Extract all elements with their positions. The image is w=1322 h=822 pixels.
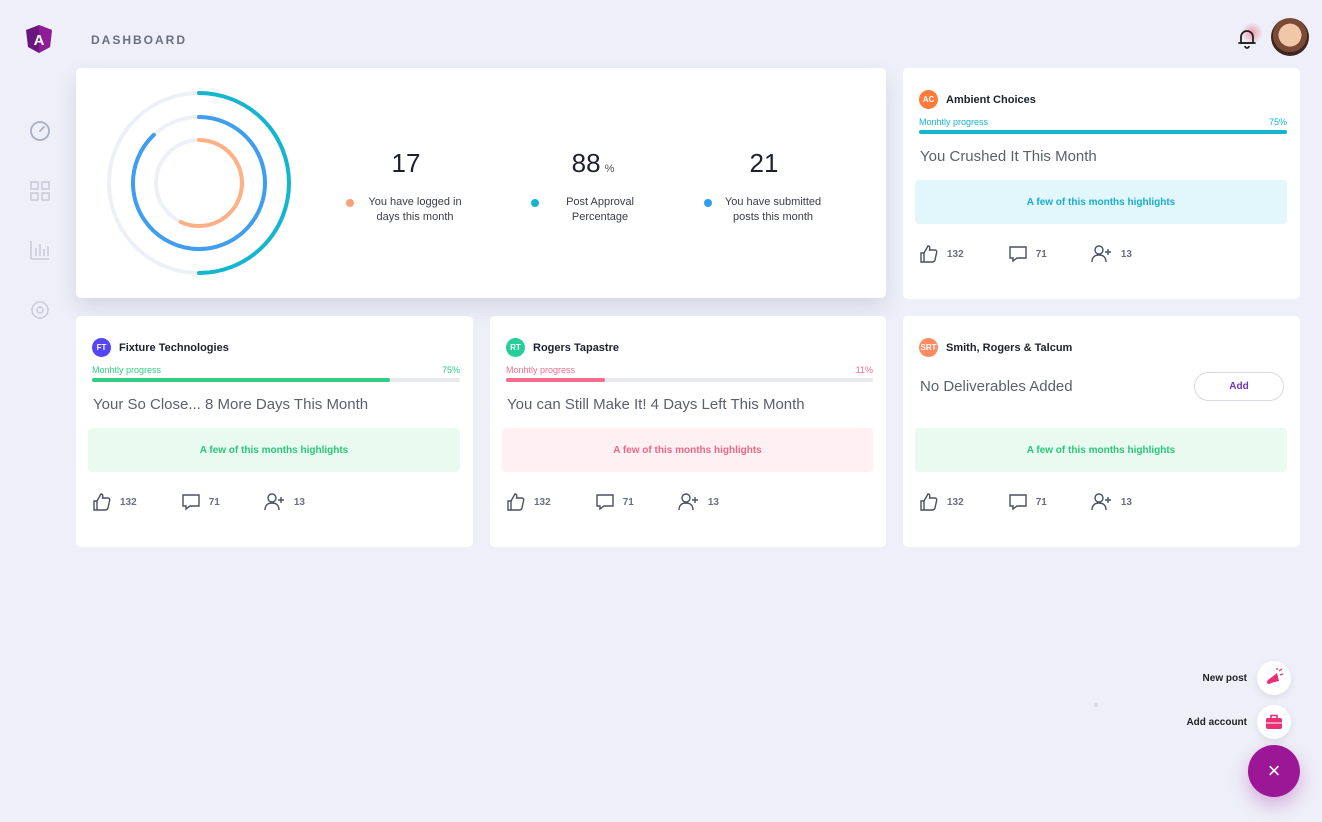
comments-metric[interactable]: 71: [1008, 244, 1047, 264]
add-deliverable-button[interactable]: Add: [1194, 372, 1284, 401]
legend-dot-icon: [531, 199, 539, 207]
stat-value: 17: [391, 148, 421, 178]
thumbs-up-icon: [507, 493, 525, 511]
legend-dot-icon: [704, 199, 712, 207]
thumbs-up-icon: [920, 245, 938, 263]
add-user-icon: [678, 493, 698, 511]
decorative-dot: [1094, 703, 1098, 707]
summary-card: 17 You have logged in days this month 88…: [76, 68, 886, 298]
speedometer-icon[interactable]: [28, 119, 52, 143]
svg-text:A: A: [34, 32, 45, 49]
angular-logo-icon[interactable]: A: [24, 24, 54, 54]
comments-metric[interactable]: 71: [595, 492, 634, 512]
stat-label: You have submitted posts this month: [724, 196, 822, 223]
likes-metric[interactable]: 132: [506, 492, 551, 512]
client-name[interactable]: Smith, Rogers & Talcum: [946, 341, 1073, 354]
thumbs-up-icon: [93, 493, 111, 511]
add-account-button[interactable]: [1257, 705, 1291, 739]
close-menu-button[interactable]: ×: [1248, 745, 1300, 797]
client-name[interactable]: Rogers Tapastre: [533, 341, 619, 354]
new-post-button[interactable]: [1257, 661, 1291, 695]
client-card-fixture-technologies[interactable]: FT Fixture Technologies Monhtly progress…: [76, 316, 473, 547]
client-logo: SRT: [919, 338, 938, 357]
progress-track: [919, 130, 1287, 134]
likes-metric[interactable]: 132: [919, 492, 964, 512]
client-card-ambient-choices[interactable]: AC Ambient Choices Monhtly progress 75% …: [903, 68, 1300, 299]
progress-value: 75%: [1268, 117, 1287, 127]
highlights-panel[interactable]: A few of this months highlights: [915, 428, 1287, 472]
stat-submitted: 21 You have submitted posts this month: [686, 148, 846, 225]
bar-chart-icon[interactable]: [28, 238, 52, 262]
stat-label: Post Approval Percentage: [566, 196, 634, 223]
progress-value: 11%: [855, 365, 873, 375]
followers-metric[interactable]: 13: [264, 492, 305, 512]
engagement-metrics: 132 71 13: [506, 492, 763, 512]
client-logo: FT: [92, 338, 111, 357]
highlights-panel[interactable]: A few of this months highlights: [88, 428, 460, 472]
client-message: You Crushed It This Month: [920, 148, 1097, 165]
client-logo: RT: [506, 338, 525, 357]
new-post-label[interactable]: New post: [1202, 672, 1247, 684]
add-user-icon: [1091, 493, 1111, 511]
thumbs-up-icon: [920, 493, 938, 511]
client-message: Your So Close... 8 More Days This Month: [93, 396, 369, 413]
client-card-rogers-tapastre[interactable]: RT Rogers Tapastre Monhtly progress 11% …: [490, 316, 886, 547]
client-name[interactable]: Ambient Choices: [946, 93, 1036, 106]
followers-metric[interactable]: 13: [1091, 492, 1132, 512]
grid-icon[interactable]: [28, 179, 52, 203]
client-message: You can Still Make It! 4 Days Left This …: [507, 396, 805, 413]
progress-fill: [92, 378, 391, 382]
progress-label: Monhtly progress: [919, 117, 989, 127]
engagement-metrics: 132 71 13: [92, 492, 349, 512]
add-account-label[interactable]: Add account: [1186, 716, 1247, 728]
stat-value: 21: [749, 148, 779, 178]
progress-fill: [506, 378, 606, 382]
progress-fill: [919, 130, 1287, 134]
bell-icon[interactable]: [1233, 24, 1261, 52]
ring-outer: [197, 91, 291, 275]
comment-icon: [181, 494, 200, 511]
progress-label: Monhtly progress: [506, 365, 576, 375]
add-account-action[interactable]: Add account: [1186, 705, 1291, 739]
stat-unit: %: [604, 163, 615, 175]
engagement-metrics: 132 71 13: [919, 244, 1176, 264]
comments-metric[interactable]: 71: [1008, 492, 1047, 512]
comment-icon: [1008, 246, 1027, 263]
followers-metric[interactable]: 13: [1091, 244, 1132, 264]
client-logo: AC: [919, 90, 938, 109]
client-name[interactable]: Fixture Technologies: [119, 341, 229, 354]
client-message: No Deliverables Added: [920, 378, 1073, 395]
briefcase-icon: [1266, 714, 1282, 729]
comment-icon: [1008, 494, 1027, 511]
stat-label: You have logged in days this month: [368, 196, 462, 223]
likes-metric[interactable]: 132: [92, 492, 137, 512]
legend-dot-icon: [346, 199, 354, 207]
progress-track: [92, 378, 460, 382]
progress-label: Monhtly progress: [92, 365, 162, 375]
comment-icon: [595, 494, 614, 511]
add-user-icon: [1091, 245, 1111, 263]
stat-value: 88: [571, 148, 601, 178]
engagement-metrics: 132 71 13: [919, 492, 1176, 512]
ring-middle: [131, 115, 267, 251]
stat-logged-in: 17 You have logged in days this month: [328, 148, 488, 225]
comments-metric[interactable]: 71: [181, 492, 220, 512]
highlights-panel[interactable]: A few of this months highlights: [502, 428, 873, 472]
followers-metric[interactable]: 13: [678, 492, 719, 512]
page-title: DASHBOARD: [91, 33, 187, 47]
progress-track: [506, 378, 873, 382]
progress-value: 75%: [441, 365, 460, 375]
add-user-icon: [264, 493, 284, 511]
likes-metric[interactable]: 132: [919, 244, 964, 264]
highlights-panel[interactable]: A few of this months highlights: [915, 180, 1287, 224]
progress-rings-chart: [107, 91, 291, 275]
megaphone-icon: [1267, 668, 1284, 684]
new-post-action[interactable]: New post: [1203, 661, 1291, 695]
user-avatar[interactable]: [1271, 18, 1309, 56]
stat-approval: 88% Post Approval Percentage: [513, 148, 673, 225]
client-card-smith-rogers-talcum[interactable]: SRT Smith, Rogers & Talcum No Deliverabl…: [903, 316, 1300, 547]
settings-icon[interactable]: [28, 298, 52, 322]
ring-inner: [178, 138, 244, 228]
